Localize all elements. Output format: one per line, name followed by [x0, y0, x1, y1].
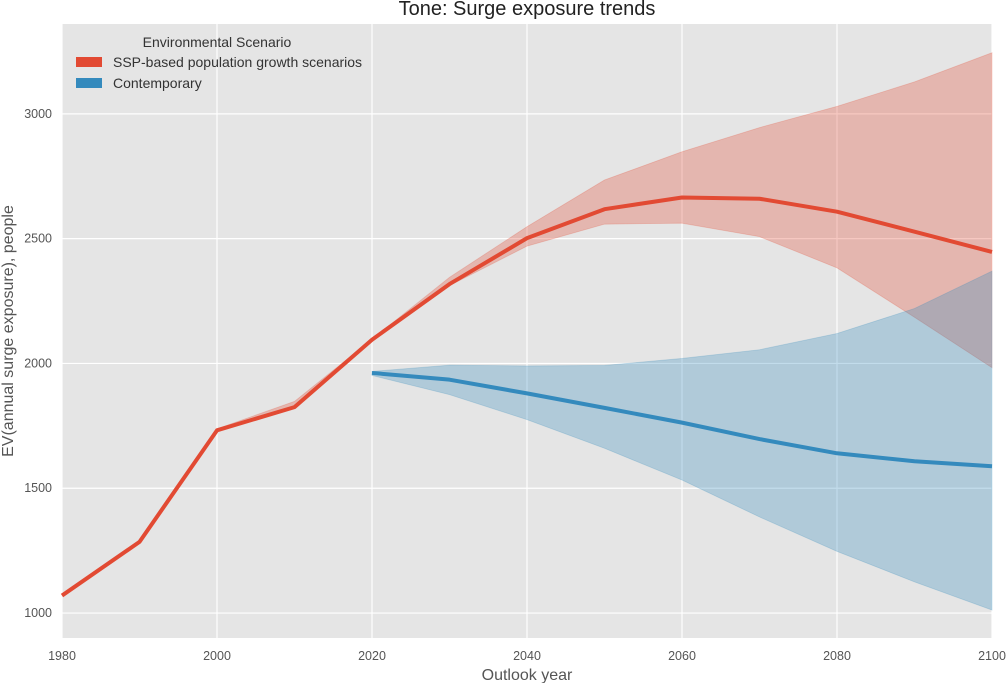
y-tick-label: 2000: [24, 356, 52, 370]
y-tick-label: 1500: [24, 481, 52, 495]
legend-title: Environmental Scenario: [143, 34, 292, 50]
y-axis-label: EV(annual surge exposure), people: [0, 205, 17, 457]
x-axis-label: Outlook year: [482, 667, 573, 683]
band-contemporary: [371, 270, 993, 611]
y-tick-label: 1000: [24, 606, 52, 620]
legend: Environmental Scenario SSP-based populat…: [76, 34, 362, 91]
series-lines: [60, 195, 993, 598]
legend-swatch-contemporary: [76, 78, 102, 88]
line-contemporary: [371, 370, 993, 469]
tick-labels: 1980 2000 2020 2040 2060 2080 2100 1000 1500 2000…: [24, 107, 1006, 663]
x-tick-label: 2020: [358, 649, 386, 663]
x-tick-label: 2000: [203, 649, 231, 663]
legend-label-contemporary: Contemporary: [113, 75, 202, 91]
x-tick-label: 2080: [823, 649, 851, 663]
x-tick-label: 2060: [668, 649, 696, 663]
x-tick-label: 2100: [978, 649, 1006, 663]
line-ssp: [60, 195, 993, 598]
y-tick-label: 2500: [24, 232, 52, 246]
x-tick-label: 2040: [513, 649, 541, 663]
chart-title: Tone: Surge exposure trends: [399, 0, 656, 20]
x-tick-label: 1980: [48, 649, 76, 663]
y-tick-label: 3000: [24, 107, 52, 121]
legend-swatch-ssp: [76, 57, 102, 67]
legend-label-ssp: SSP-based population growth scenarios: [113, 54, 362, 70]
